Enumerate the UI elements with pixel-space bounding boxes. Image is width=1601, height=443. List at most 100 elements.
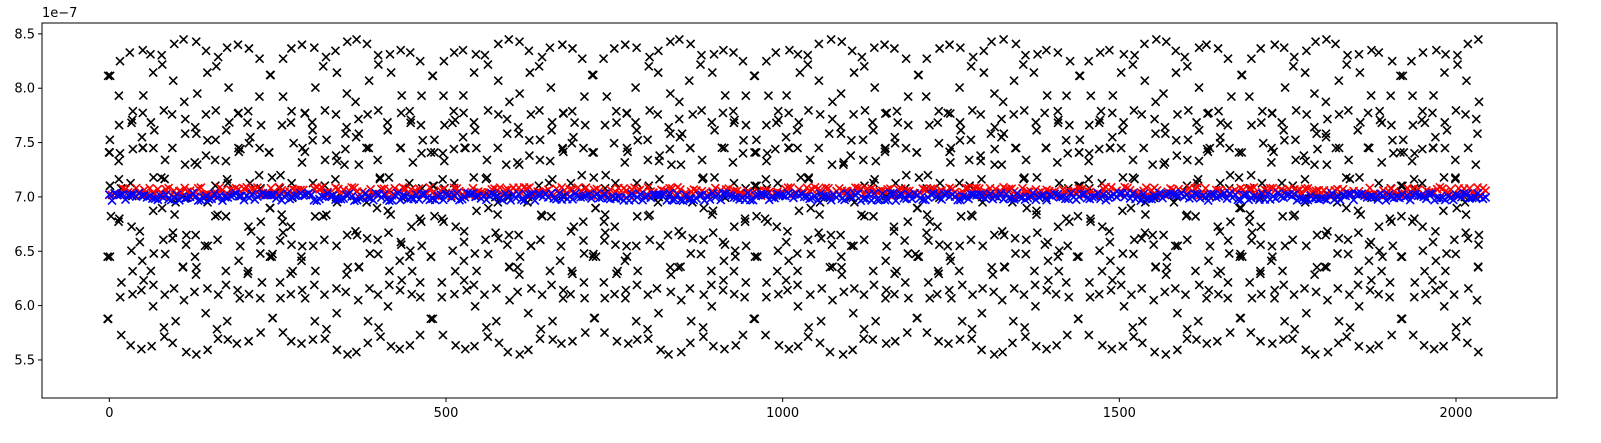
black-data-point [331,283,342,293]
black-data-point [1073,211,1083,221]
black-data-point [976,174,987,184]
black-data-point [429,147,439,157]
black-data-point [1051,289,1061,299]
black-data-point [342,37,352,47]
black-data-point [686,248,696,259]
black-data-point [103,314,113,324]
black-data-point [889,226,899,236]
black-data-point [332,345,342,355]
black-data-point [169,39,179,49]
black-data-point [977,308,987,318]
black-data-point [493,233,503,243]
black-data-point [665,144,675,154]
black-data-point [138,108,148,118]
black-data-point [1430,132,1440,142]
black-data-point [901,170,911,180]
black-data-point [903,92,913,102]
black-data-point [1452,203,1462,213]
black-data-point [943,241,953,251]
blue-data-point [888,188,898,198]
black-data-point [1213,289,1223,299]
black-data-point [1171,68,1181,78]
black-data-point [673,262,684,272]
black-data-point [535,135,545,145]
black-data-point [350,226,361,236]
black-data-point [139,275,149,285]
black-data-point [858,155,868,165]
black-data-point [418,135,428,145]
black-data-point [320,334,330,344]
black-data-point [373,235,383,245]
black-data-point [458,45,468,55]
black-data-point [698,332,709,342]
black-data-point [138,90,148,101]
black-data-point [1148,160,1158,170]
black-data-point [1256,43,1266,54]
black-data-point [383,125,393,135]
black-data-point [610,222,620,232]
black-data-point [1159,230,1169,240]
black-data-point [1473,34,1483,44]
black-data-point [1387,135,1398,145]
black-data-point [406,115,416,125]
black-data-point [1224,248,1234,259]
black-data-point [459,256,469,266]
black-data-point [1246,120,1257,130]
black-data-point [126,246,136,256]
blue-data-point [104,190,114,200]
black-data-point [674,97,684,107]
black-data-point [202,135,212,145]
blue-data-point [371,188,381,198]
black-data-point [1439,68,1450,78]
black-data-point [599,328,610,338]
black-data-point [1160,129,1170,139]
black-data-point [354,262,364,272]
black-data-point [1399,147,1409,157]
black-data-point [1397,252,1407,262]
black-data-point [1301,46,1311,56]
black-data-point [1438,280,1448,290]
black-data-point [221,156,231,166]
red-data-point [972,183,982,193]
black-data-point [493,143,503,153]
black-data-point [796,172,806,183]
black-data-point [524,135,534,145]
black-data-point [1032,49,1043,59]
black-data-point [105,252,115,262]
black-data-point [1309,160,1320,170]
black-data-point [1364,256,1374,266]
blue-data-point [110,188,120,198]
blue-data-point [1095,194,1106,204]
black-data-point [180,160,190,170]
black-data-point [1311,37,1321,47]
black-data-point [955,241,965,251]
black-data-point [1216,118,1226,128]
black-data-point [675,262,686,272]
black-data-point [1407,91,1418,101]
black-data-point [1334,76,1344,86]
x-tick-label: 1500 [1103,406,1136,421]
blue-data-point [298,190,308,200]
black-data-point [408,157,418,168]
red-data-point [1141,183,1151,193]
black-data-point [1312,144,1323,154]
black-data-point [265,203,275,213]
black-data-point [353,114,364,124]
black-data-point [880,147,890,157]
black-data-point [1075,135,1085,145]
black-data-point [375,332,386,342]
black-data-point [1461,76,1472,86]
black-data-point [361,143,372,153]
black-data-point [1334,316,1344,326]
black-data-point [157,203,167,213]
black-data-point [921,92,931,102]
black-data-point [1073,314,1083,324]
black-data-point [580,120,590,130]
black-data-point [1246,170,1256,180]
blue-data-point [821,191,831,202]
black-data-point [1343,105,1353,116]
black-data-point [244,336,254,346]
black-data-point [990,144,1000,154]
black-data-point [772,266,782,276]
black-data-point [663,230,673,240]
